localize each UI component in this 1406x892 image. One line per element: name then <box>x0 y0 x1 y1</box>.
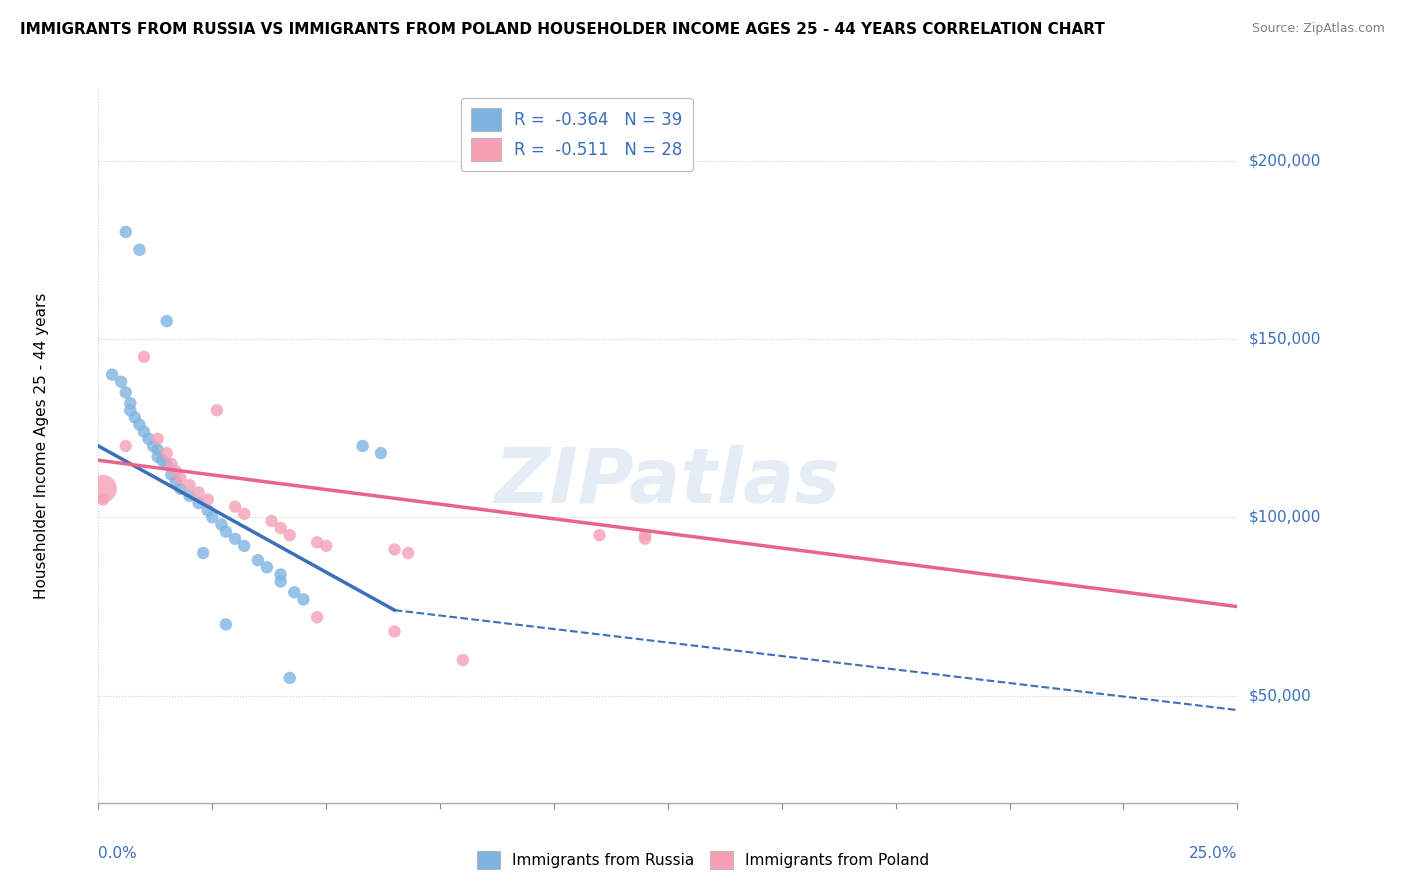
Point <box>132 425 155 439</box>
Point <box>197 503 219 517</box>
Point <box>193 546 215 560</box>
Point <box>215 617 238 632</box>
Point <box>165 475 187 489</box>
Point <box>101 368 124 382</box>
Point <box>114 385 136 400</box>
Legend: R =  -0.364   N = 39, R =  -0.511   N = 28: R = -0.364 N = 39, R = -0.511 N = 28 <box>461 97 693 171</box>
Text: $100,000: $100,000 <box>1249 510 1320 524</box>
Point <box>246 553 269 567</box>
Point <box>384 624 406 639</box>
Point <box>315 539 337 553</box>
Point <box>233 507 256 521</box>
Point <box>384 542 406 557</box>
Text: 25.0%: 25.0% <box>1189 846 1237 861</box>
Point <box>256 560 278 574</box>
Point <box>114 439 136 453</box>
Point <box>150 453 173 467</box>
Point <box>187 485 209 500</box>
Point <box>156 446 179 460</box>
Point <box>124 410 146 425</box>
Text: 0.0%: 0.0% <box>98 846 138 861</box>
Text: $50,000: $50,000 <box>1249 689 1312 703</box>
Point <box>169 471 191 485</box>
Point <box>278 671 301 685</box>
Point <box>142 439 165 453</box>
Point <box>120 403 142 417</box>
Point <box>169 482 191 496</box>
Point <box>179 489 201 503</box>
Text: $200,000: $200,000 <box>1249 153 1320 168</box>
Point <box>146 442 169 457</box>
Point <box>209 517 232 532</box>
Point <box>146 450 169 464</box>
Point <box>370 446 392 460</box>
Point <box>160 467 183 482</box>
Text: IMMIGRANTS FROM RUSSIA VS IMMIGRANTS FROM POLAND HOUSEHOLDER INCOME AGES 25 - 44: IMMIGRANTS FROM RUSSIA VS IMMIGRANTS FRO… <box>20 22 1105 37</box>
Text: ZIPatlas: ZIPatlas <box>495 445 841 518</box>
Point <box>91 492 114 507</box>
Legend: Immigrants from Russia, Immigrants from Poland: Immigrants from Russia, Immigrants from … <box>471 845 935 875</box>
Point <box>91 482 114 496</box>
Text: Source: ZipAtlas.com: Source: ZipAtlas.com <box>1251 22 1385 36</box>
Point <box>396 546 419 560</box>
Point <box>233 539 256 553</box>
Point <box>156 314 179 328</box>
Point <box>270 521 292 535</box>
Point <box>201 510 224 524</box>
Point <box>307 610 329 624</box>
Point <box>588 528 610 542</box>
Point <box>270 567 292 582</box>
Point <box>128 243 150 257</box>
Point <box>634 528 657 542</box>
Point <box>634 532 657 546</box>
Point <box>260 514 283 528</box>
Text: $150,000: $150,000 <box>1249 332 1320 346</box>
Point <box>156 457 179 471</box>
Point <box>278 528 301 542</box>
Point <box>224 532 246 546</box>
Point <box>114 225 136 239</box>
Point <box>205 403 228 417</box>
Point <box>197 492 219 507</box>
Point <box>352 439 374 453</box>
Point <box>132 350 155 364</box>
Point <box>110 375 132 389</box>
Point <box>270 574 292 589</box>
Point <box>146 432 169 446</box>
Point <box>187 496 209 510</box>
Point <box>179 478 201 492</box>
Point <box>128 417 150 432</box>
Point <box>292 592 315 607</box>
Point <box>165 464 187 478</box>
Point <box>215 524 238 539</box>
Point <box>138 432 160 446</box>
Point <box>307 535 329 549</box>
Point <box>224 500 246 514</box>
Text: Householder Income Ages 25 - 44 years: Householder Income Ages 25 - 44 years <box>34 293 49 599</box>
Point <box>283 585 305 599</box>
Point <box>160 457 183 471</box>
Point <box>120 396 142 410</box>
Point <box>451 653 474 667</box>
